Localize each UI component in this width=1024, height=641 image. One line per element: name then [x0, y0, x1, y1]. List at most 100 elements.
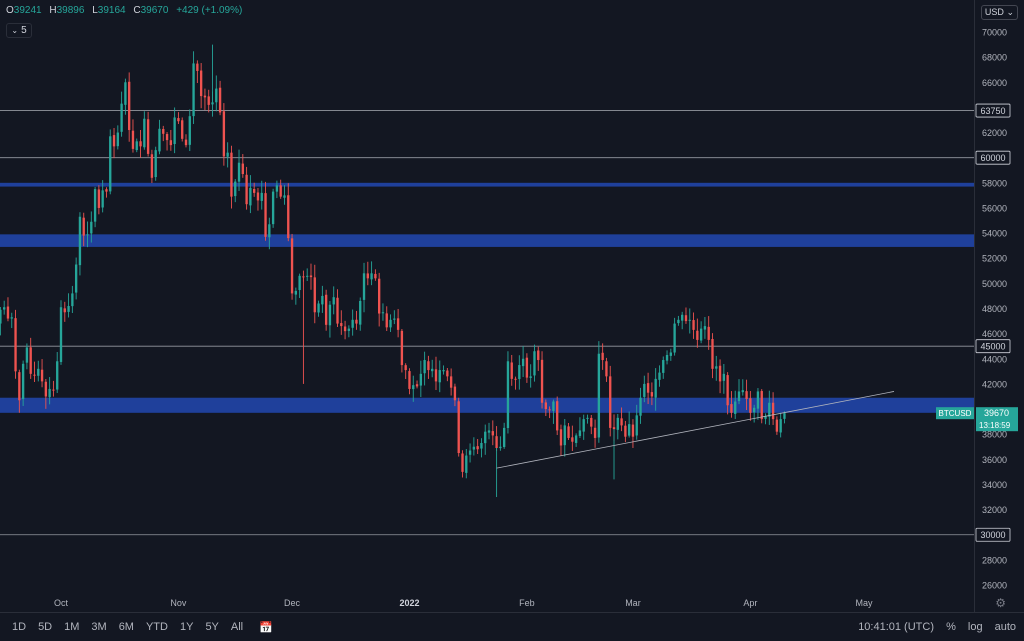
candle-body-up — [74, 264, 78, 293]
timeframe-5d[interactable]: 5D — [38, 621, 53, 633]
time-axis[interactable]: Oct Nov Dec 2022 Feb Mar Apr May — [54, 598, 873, 608]
candle-body-down — [495, 436, 498, 449]
timeframe-all[interactable]: All — [230, 621, 244, 633]
level-label-box — [975, 150, 1011, 165]
candle-body-down — [571, 437, 574, 442]
candle-body-down — [63, 308, 66, 313]
candle-body-up — [737, 391, 741, 402]
candle-body-up — [627, 424, 631, 436]
candle-body-down — [726, 375, 729, 406]
price-axis-border — [974, 0, 975, 612]
candle-body-down — [620, 418, 623, 426]
candle-body-up — [0, 309, 2, 324]
chevron-down-icon: ⌄ — [1006, 7, 1014, 17]
candle-body-down — [771, 402, 775, 420]
timeframe-1m[interactable]: 1M — [64, 621, 80, 633]
candle-body-up — [109, 136, 112, 192]
candle-body-up — [677, 319, 680, 324]
candle-body-up — [669, 352, 672, 356]
candle-body-down — [540, 359, 544, 403]
candle-body-down — [230, 152, 233, 197]
candle-body-down — [196, 63, 199, 71]
timeframe-3m[interactable]: 3M — [91, 621, 107, 633]
candle-body-up — [389, 319, 392, 328]
price-tick-label: 66000 — [982, 78, 1007, 88]
timeframe-5y[interactable]: 5Y — [205, 621, 219, 633]
candle-body-down — [97, 189, 101, 208]
candle-body-up — [332, 297, 335, 305]
candlestick-series — [0, 44, 786, 498]
candle-body-up — [271, 191, 275, 225]
timeframe-1d[interactable]: 1D — [12, 621, 27, 633]
candle-body-down — [33, 374, 36, 376]
ohlc-close-value: 39670 — [140, 5, 169, 16]
candle-body-up — [120, 103, 123, 132]
time-tick-label: Dec — [284, 598, 301, 608]
calendar-icon[interactable]: 📅 — [259, 621, 273, 634]
candle-body-up — [188, 116, 191, 145]
interval-selector[interactable]: ⌄ 5 — [6, 23, 32, 38]
candle-body-down — [631, 424, 635, 437]
candle-body-down — [544, 402, 548, 410]
candle-body-down — [461, 453, 464, 472]
candle-body-up — [306, 275, 309, 277]
timeframe-6m[interactable]: 6M — [118, 621, 134, 633]
ohlc-open-value: 39241 — [13, 5, 42, 16]
gear-icon[interactable]: ⚙ — [995, 596, 1006, 610]
candle-body-up — [359, 300, 362, 325]
candle-body-up — [431, 368, 434, 372]
candle-body-down — [256, 192, 260, 201]
time-tick-label: Nov — [170, 598, 187, 608]
currency-selector[interactable]: USD ⌄ — [980, 5, 1018, 20]
candle-body-down — [760, 391, 763, 420]
candle-body-up — [362, 273, 366, 300]
price-tick-label: 48000 — [982, 304, 1007, 314]
candle-body-up — [173, 117, 176, 145]
candle-body-down — [340, 323, 343, 327]
candle-body-down — [165, 134, 169, 141]
ohlc-high-key: H — [49, 5, 57, 16]
candle-body-down — [264, 193, 267, 237]
utc-clock[interactable]: 10:41:01 (UTC) — [858, 621, 934, 633]
auto-scale-toggle[interactable]: auto — [994, 621, 1016, 633]
candle-body-up — [283, 195, 286, 198]
candle-body-down — [355, 319, 358, 324]
candle-body-down — [177, 118, 180, 122]
candle-body-up — [521, 358, 525, 367]
price-tick-label: 38000 — [982, 430, 1007, 440]
candle-body-up — [597, 353, 601, 438]
symbol-tag — [936, 407, 974, 420]
price-tick-label: 56000 — [982, 203, 1007, 213]
percent-scale-toggle[interactable]: % — [946, 621, 956, 633]
candle-body-down — [601, 352, 604, 361]
candle-body-down — [207, 96, 210, 105]
candle-body-up — [673, 323, 676, 353]
log-scale-toggle[interactable]: log — [967, 621, 983, 633]
candle-body-up — [643, 383, 646, 397]
candle-body-down — [624, 425, 627, 437]
level-label: 45000 — [980, 342, 1005, 352]
last-price-box — [976, 407, 1018, 432]
candle-body-down — [476, 446, 479, 450]
last-price-marker: BTCUSD 39670 13:18:59 — [936, 407, 1018, 432]
price-axis[interactable]: 26000 28000 32000 34000 36000 38000 42000 44000… — [982, 28, 1007, 591]
price-tick-label: 54000 — [982, 229, 1007, 239]
candle-body-up — [143, 118, 146, 148]
candle-body-down — [52, 389, 55, 391]
candle-body-down — [692, 320, 695, 330]
timeframe-1y[interactable]: 1Y — [179, 621, 194, 633]
price-zone — [0, 182, 974, 187]
candle-body-down — [302, 276, 305, 278]
trendline-path — [496, 391, 895, 469]
currency-label: USD — [984, 7, 1004, 17]
timeframe-ytd[interactable]: YTD — [145, 621, 168, 633]
candle-body-up — [688, 319, 691, 321]
price-tick-label: 62000 — [982, 128, 1007, 138]
candle-body-down — [427, 361, 430, 371]
candle-body-up — [499, 446, 502, 449]
level-labels: 63750 60000 45000 30000 — [975, 103, 1011, 542]
candle-body-up — [211, 102, 214, 105]
price-tick-label: 52000 — [982, 254, 1007, 264]
candle-body-up — [298, 275, 301, 291]
